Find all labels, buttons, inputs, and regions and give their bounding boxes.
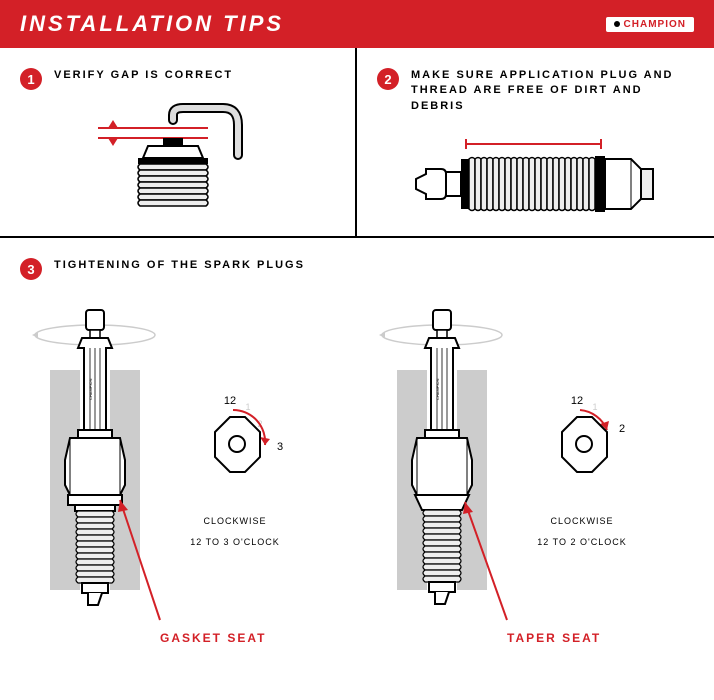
svg-text:3: 3 bbox=[277, 441, 283, 453]
logo-text: CHAMPION bbox=[624, 19, 686, 30]
header-bar: INSTALLATION TIPS CHAMPION bbox=[0, 0, 714, 48]
step-3-header: 3 TIGHTENING OF THE SPARK PLUGS bbox=[20, 258, 694, 280]
svg-text:12: 12 bbox=[224, 395, 236, 407]
gap-diagram bbox=[20, 100, 335, 210]
top-panels: 1 VERIFY GAP IS CORRECT bbox=[0, 48, 714, 238]
logo-dot bbox=[614, 21, 620, 27]
thread-diagram bbox=[377, 124, 694, 224]
panel-step-3: 3 TIGHTENING OF THE SPARK PLUGS CHAMPION bbox=[0, 238, 714, 700]
clock-dial-icon: 12 1 2 3 bbox=[180, 392, 290, 502]
clock-range-label: 12 TO 2 O'CLOCK bbox=[527, 536, 637, 549]
step-title: TIGHTENING OF THE SPARK PLUGS bbox=[54, 258, 305, 273]
spark-plug-gasket-icon: CHAMPION bbox=[20, 300, 170, 640]
taper-seat-panel: CHAMPION bbox=[367, 300, 694, 640]
panel-step-2: 2 MAKE SURE APPLICATION PLUG AND THREAD … bbox=[357, 48, 714, 236]
spark-plug-taper-icon: CHAMPION bbox=[367, 300, 517, 640]
step-number-badge: 1 bbox=[20, 68, 42, 90]
clock-dial-icon: 12 1 2 bbox=[527, 392, 637, 502]
taper-seat-label: TAPER SEAT bbox=[507, 631, 601, 645]
svg-text:2: 2 bbox=[619, 423, 625, 435]
step-2-header: 2 MAKE SURE APPLICATION PLUG AND THREAD … bbox=[377, 68, 694, 114]
step-title: VERIFY GAP IS CORRECT bbox=[54, 68, 233, 83]
step-1-header: 1 VERIFY GAP IS CORRECT bbox=[20, 68, 335, 90]
clock-range-label: 12 TO 3 O'CLOCK bbox=[180, 536, 290, 549]
svg-text:1: 1 bbox=[245, 402, 250, 412]
clock-taper: 12 1 2 CLOCKWISE 12 TO 2 O'CLOCK bbox=[527, 392, 637, 548]
panel-step-1: 1 VERIFY GAP IS CORRECT bbox=[0, 48, 357, 236]
step-title: MAKE SURE APPLICATION PLUG AND THREAD AR… bbox=[411, 68, 694, 114]
spark-plug-thread-icon bbox=[406, 124, 666, 224]
step-number-badge: 2 bbox=[377, 68, 399, 90]
gasket-seat-panel: CHAMPION bbox=[20, 300, 347, 640]
page-title: INSTALLATION TIPS bbox=[20, 11, 284, 37]
gasket-seat-label: GASKET SEAT bbox=[160, 631, 266, 645]
svg-text:CHAMPION: CHAMPION bbox=[435, 378, 440, 400]
clock-direction-label: CLOCKWISE bbox=[180, 515, 290, 528]
spark-plug-gap-icon bbox=[78, 100, 278, 210]
clock-direction-label: CLOCKWISE bbox=[527, 515, 637, 528]
svg-text:1: 1 bbox=[592, 402, 597, 412]
brand-logo: CHAMPION bbox=[606, 17, 694, 32]
svg-text:12: 12 bbox=[571, 395, 583, 407]
tightening-diagrams: CHAMPION bbox=[20, 300, 694, 640]
step-number-badge: 3 bbox=[20, 258, 42, 280]
clock-gasket: 12 1 2 3 CLOCKWISE 12 TO 3 O'CLOCK bbox=[180, 392, 290, 548]
svg-text:CHAMPION: CHAMPION bbox=[88, 378, 93, 400]
